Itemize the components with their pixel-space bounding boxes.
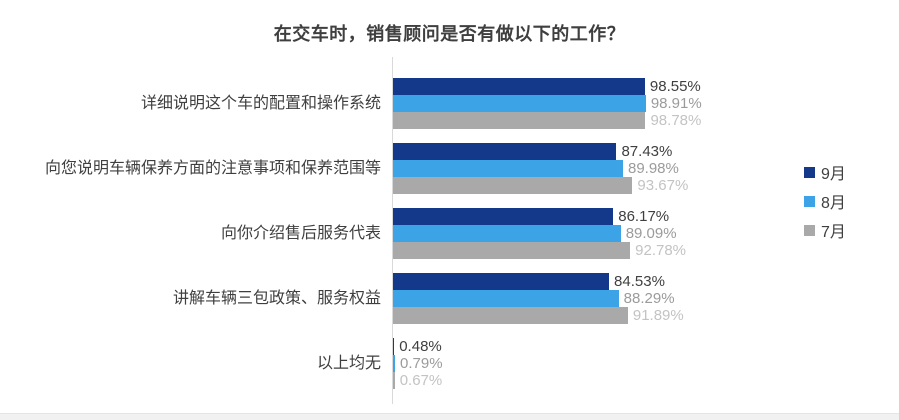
legend-label: 8月 [821, 195, 846, 212]
bar-9月-row4 [393, 338, 395, 355]
bar-8月-row1 [393, 160, 623, 177]
legend-item-7月: 7月 [804, 220, 846, 241]
bar-7月-row2 [393, 242, 631, 259]
value-label: 0.67% [399, 372, 443, 389]
legend-label: 7月 [821, 224, 846, 241]
bar-9月-row1 [393, 143, 617, 160]
legend-swatch-icon [804, 166, 815, 178]
category-label: 向你介绍售后服务代表 [220, 225, 381, 242]
value-label: 92.78% [635, 242, 687, 259]
bar-9月-row3 [393, 273, 610, 290]
bar-9月-row0 [393, 78, 645, 95]
value-label: 0.48% [399, 338, 442, 355]
value-label: 87.43% [621, 143, 673, 160]
bar-7月-row1 [393, 177, 633, 194]
bar-7月-row0 [393, 112, 646, 129]
bar-8月-row2 [393, 225, 621, 242]
y-axis-line [392, 57, 393, 404]
bar-8月-row0 [393, 95, 646, 112]
value-label: 91.89% [632, 307, 684, 324]
value-label: 98.78% [650, 112, 702, 129]
legend-swatch-icon [804, 195, 815, 207]
value-label: 0.79% [400, 355, 443, 372]
chart-title: 在交车时，销售顾问是否有做以下的工作？ [273, 24, 626, 44]
bar-9月-row2 [393, 208, 614, 225]
value-label: 89.98% [627, 160, 679, 177]
category-label: 以上均无 [316, 355, 381, 372]
legend-item-8月: 8月 [804, 191, 846, 212]
bar-8月-row4 [393, 355, 396, 372]
value-label: 84.53% [614, 273, 665, 290]
value-label: 93.67% [637, 177, 689, 194]
legend-item-9月: 9月 [804, 162, 846, 183]
legend-swatch-icon [804, 224, 815, 236]
value-label: 98.55% [649, 78, 701, 95]
category-label: 讲解车辆三包政策、服务权益 [172, 290, 381, 307]
category-label: 向您说明车辆保养方面的注意事项和保养范围等 [44, 160, 381, 177]
value-label: 89.09% [625, 225, 677, 242]
bar-7月-row4 [393, 372, 395, 389]
value-label: 88.29% [623, 290, 675, 307]
bar-7月-row3 [393, 307, 628, 324]
bar-8月-row3 [393, 290, 619, 307]
bottom-edge-strip [0, 413, 899, 420]
category-label: 详细说明这个车的配置和操作系统 [140, 95, 381, 112]
legend-label: 9月 [821, 166, 846, 183]
value-label: 98.91% [650, 95, 702, 112]
value-label: 86.17% [618, 208, 670, 225]
